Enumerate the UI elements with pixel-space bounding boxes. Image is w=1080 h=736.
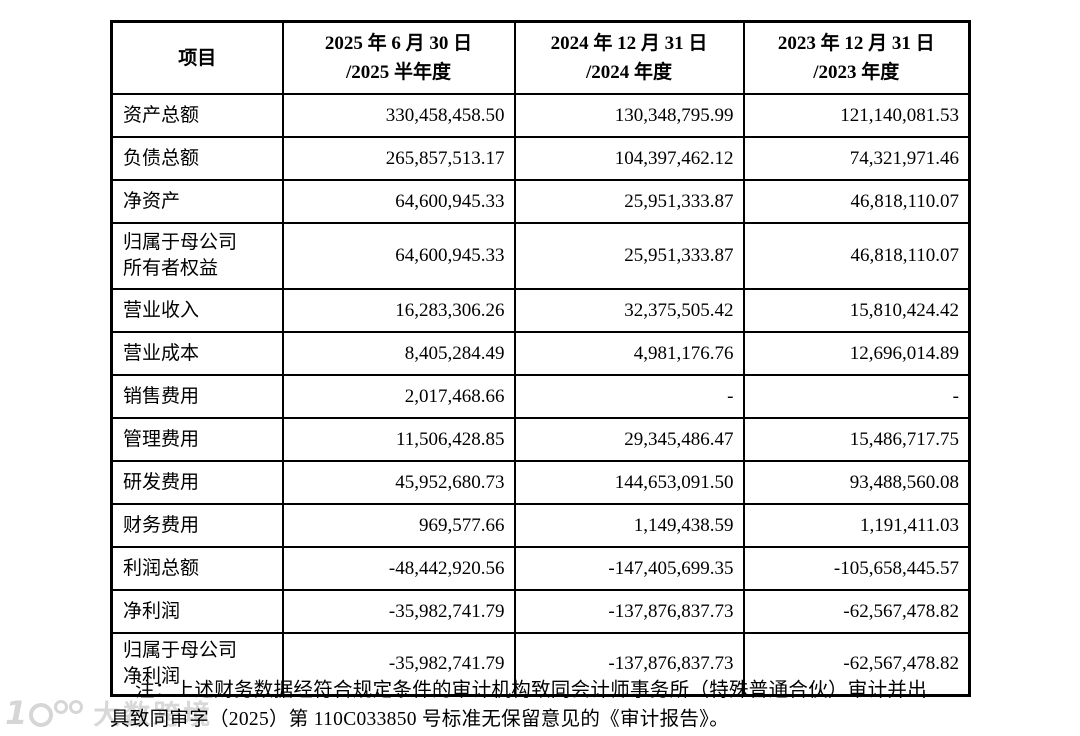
logo-circle-small-1: [54, 699, 69, 714]
value-2024: 32,375,505.42: [513, 288, 745, 333]
value-2025: 64,600,945.33: [281, 179, 516, 224]
financial-summary-table-wrap: 项目 2025 年 6 月 30 日 /2025 半年度 2024 年 12 月…: [110, 20, 971, 697]
row-label: 销售费用: [110, 374, 284, 419]
value-2024: 25,951,333.87: [513, 222, 745, 290]
value-2025: 11,506,428.85: [281, 417, 516, 462]
header-period-2025: 2025 年 6 月 30 日 /2025 半年度: [281, 20, 516, 95]
row-label-line1: 归属于母公司: [123, 232, 238, 253]
row-label: 净利润: [110, 589, 284, 634]
table-row-total-profit: 利润总额 -48,442,920.56 -147,405,699.35 -105…: [110, 546, 971, 591]
value-2024: 4,981,176.76: [513, 331, 745, 376]
header-period-2023: 2023 年 12 月 31 日 /2023 年度: [742, 20, 971, 95]
value-2023: -: [742, 374, 971, 419]
value-2025: 45,952,680.73: [281, 460, 516, 505]
value-2024: -137,876,837.73: [513, 589, 745, 634]
table-row-finance-expenses: 财务费用 969,577.66 1,149,438.59 1,191,411.0…: [110, 503, 971, 548]
row-label-line2: 所有者权益: [123, 258, 219, 279]
row-label: 归属于母公司 所有者权益: [110, 222, 284, 290]
value-2023: 15,486,717.75: [742, 417, 971, 462]
table-row-parent-equity: 归属于母公司 所有者权益 64,600,945.33 25,951,333.87…: [110, 222, 971, 290]
value-2023: 1,191,411.03: [742, 503, 971, 548]
value-2024: -: [513, 374, 745, 419]
header-2023-date: 2023 年 12 月 31 日: [777, 33, 935, 54]
value-2025: 64,600,945.33: [281, 222, 516, 290]
value-2025: -48,442,920.56: [281, 546, 516, 591]
table-row-selling-expenses: 销售费用 2,017,468.66 - -: [110, 374, 971, 419]
header-2023-period: /2023 年度: [813, 62, 900, 83]
table-row-parent-net-profit: 归属于母公司 净利润 -35,982,741.79 -137,876,837.7…: [110, 632, 971, 697]
row-label-line1: 归属于母公司: [123, 640, 238, 661]
value-2023: 46,818,110.07: [742, 222, 971, 290]
table-row-operating-cost: 营业成本 8,405,284.49 4,981,176.76 12,696,01…: [110, 331, 971, 376]
header-2024-date: 2024 年 12 月 31 日: [550, 33, 708, 54]
value-2025: -35,982,741.79: [281, 632, 516, 697]
row-label: 营业成本: [110, 331, 284, 376]
value-2025: 969,577.66: [281, 503, 516, 548]
value-2023: -62,567,478.82: [742, 589, 971, 634]
value-2024: 25,951,333.87: [513, 179, 745, 224]
logo-circle-small-2: [69, 699, 84, 714]
row-label: 研发费用: [110, 460, 284, 505]
financial-summary-table: 项目 2025 年 6 月 30 日 /2025 半年度 2024 年 12 月…: [110, 20, 971, 697]
value-2025: 330,458,458.50: [281, 93, 516, 138]
header-item: 项目: [110, 20, 284, 95]
value-2024: 144,653,091.50: [513, 460, 745, 505]
value-2023: 74,321,971.46: [742, 136, 971, 181]
table-row-rd-expenses: 研发费用 45,952,680.73 144,653,091.50 93,488…: [110, 460, 971, 505]
logo-circle-big: [29, 702, 54, 727]
value-2023: 15,810,424.42: [742, 288, 971, 333]
value-2024: 130,348,795.99: [513, 93, 745, 138]
value-2025: 8,405,284.49: [281, 331, 516, 376]
row-label: 负债总额: [110, 136, 284, 181]
table-row-operating-revenue: 营业收入 16,283,306.26 32,375,505.42 15,810,…: [110, 288, 971, 333]
table-row-total-liabilities: 负债总额 265,857,513.17 104,397,462.12 74,32…: [110, 136, 971, 181]
value-2023: 93,488,560.08: [742, 460, 971, 505]
value-2023: 121,140,081.53: [742, 93, 971, 138]
table-row-total-assets: 资产总额 330,458,458.50 130,348,795.99 121,1…: [110, 93, 971, 138]
header-period-2024: 2024 年 12 月 31 日 /2024 年度: [513, 20, 745, 95]
value-2023: -105,658,445.57: [742, 546, 971, 591]
audit-footnote: 注：上述财务数据经符合规定条件的审计机构致同会计师事务所（特殊普通合伙）审计并出…: [110, 676, 972, 734]
table-header-row: 项目 2025 年 6 月 30 日 /2025 半年度 2024 年 12 月…: [110, 20, 971, 95]
audit-footnote-line2: 具致同审字（2025）第 110C033850 号标准无保留意见的《审计报告》。: [110, 709, 730, 730]
brand-watermark-text: 大数跨境: [93, 700, 214, 731]
header-2024-period: /2024 年度: [585, 62, 673, 83]
value-2024: 29,345,486.47: [513, 417, 745, 462]
row-label: 净资产: [110, 179, 284, 224]
row-label-line2: 净利润: [123, 666, 181, 687]
logo-digit: 1: [5, 693, 28, 732]
value-2024: -147,405,699.35: [513, 546, 745, 591]
row-label: 营业收入: [110, 288, 284, 333]
value-2024: -137,876,837.73: [513, 632, 745, 697]
row-label: 归属于母公司 净利润: [110, 632, 284, 697]
value-2023: 46,818,110.07: [742, 179, 971, 224]
value-2025: -35,982,741.79: [281, 589, 516, 634]
value-2025: 265,857,513.17: [281, 136, 516, 181]
header-item-label: 项目: [178, 47, 217, 69]
header-2025-period: /2025 半年度: [345, 62, 452, 83]
audit-footnote-line1: 注：上述财务数据经符合规定条件的审计机构致同会计师事务所（特殊普通合伙）审计并出: [135, 680, 928, 701]
value-2024: 1,149,438.59: [513, 503, 745, 548]
value-2023: -62,567,478.82: [742, 632, 971, 697]
table-row-net-profit: 净利润 -35,982,741.79 -137,876,837.73 -62,5…: [110, 589, 971, 634]
table-row-net-assets: 净资产 64,600,945.33 25,951,333.87 46,818,1…: [110, 179, 971, 224]
googol-logo-icon: 1: [5, 693, 84, 732]
brand-watermark: 1 大数跨境: [5, 693, 213, 732]
row-label: 资产总额: [110, 93, 284, 138]
value-2025: 2,017,468.66: [281, 374, 516, 419]
value-2024: 104,397,462.12: [513, 136, 745, 181]
row-label: 财务费用: [110, 503, 284, 548]
header-2025-date: 2025 年 6 月 30 日: [324, 33, 473, 54]
row-label: 管理费用: [110, 417, 284, 462]
value-2023: 12,696,014.89: [742, 331, 971, 376]
value-2025: 16,283,306.26: [281, 288, 516, 333]
table-row-admin-expenses: 管理费用 11,506,428.85 29,345,486.47 15,486,…: [110, 417, 971, 462]
row-label: 利润总额: [110, 546, 284, 591]
